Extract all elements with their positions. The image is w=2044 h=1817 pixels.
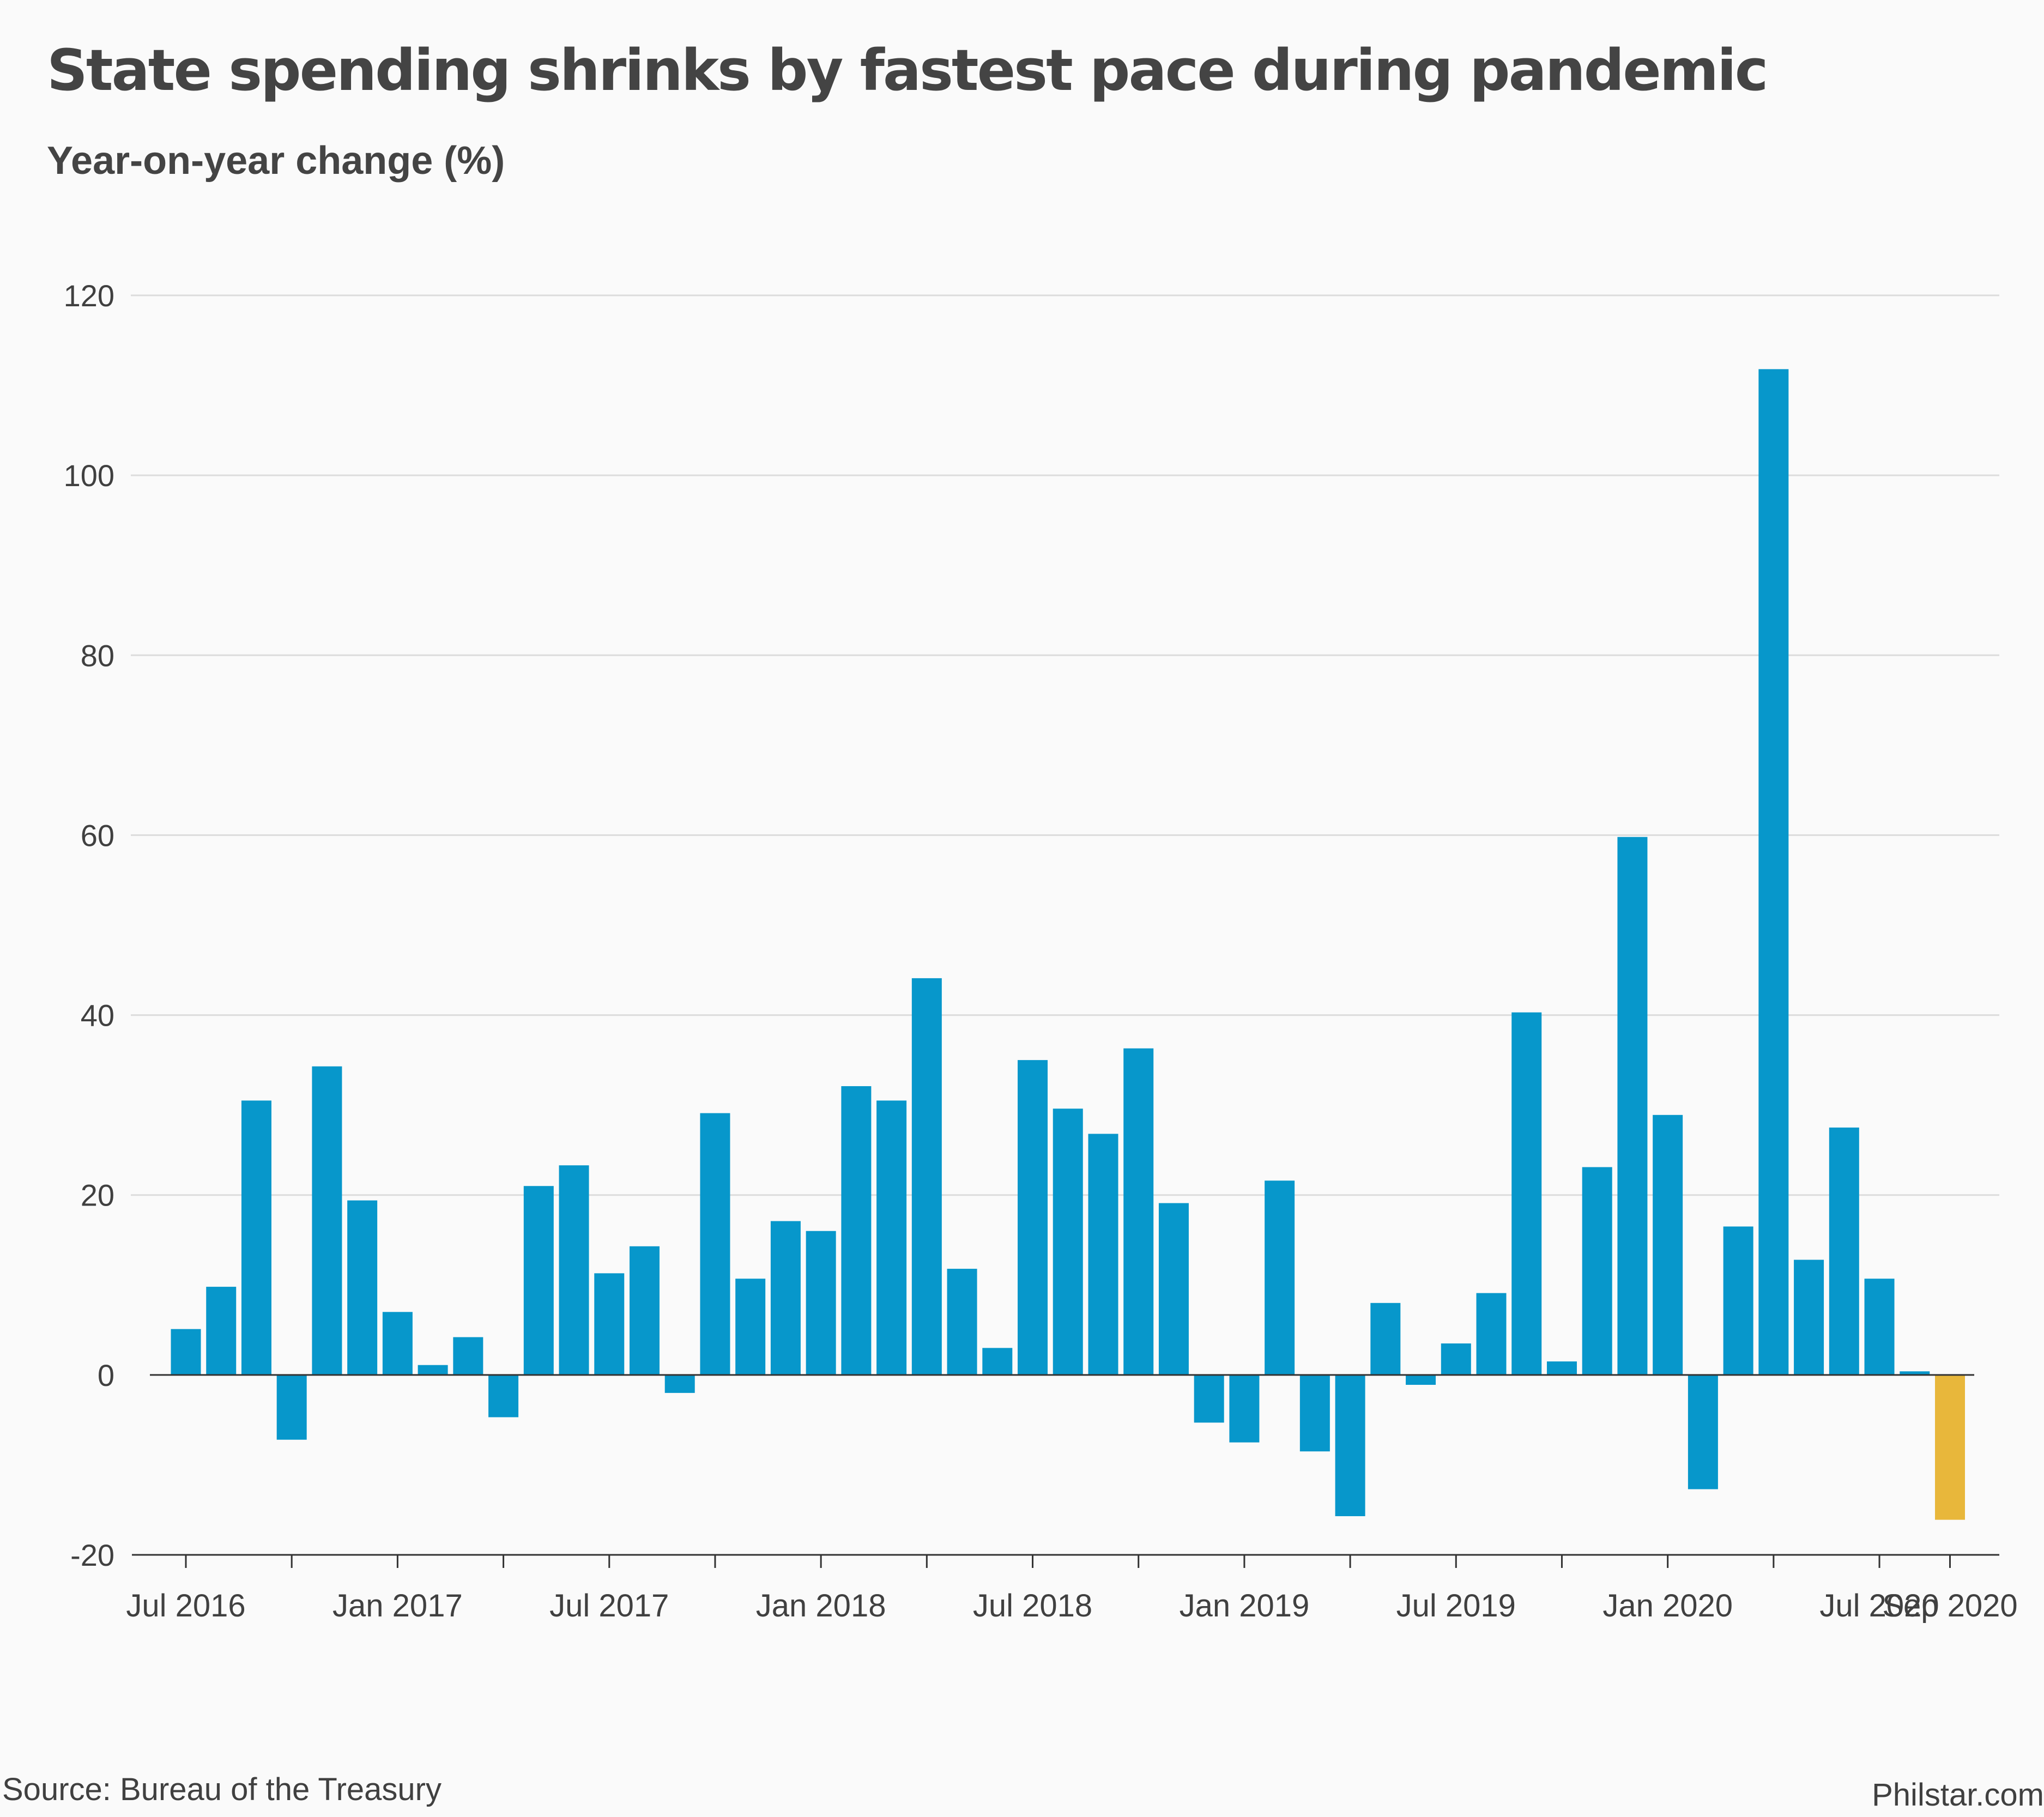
bar [1158,1203,1189,1375]
x-tick-label: Jul 2019 [1396,1588,1516,1624]
bars [171,369,1965,1520]
y-axis-labels: -20 0 20 40 60 80 100 120 [64,278,114,1572]
bar [1018,1060,1048,1375]
bar [1935,1374,1965,1520]
bar [841,1086,872,1375]
bar [982,1348,1013,1375]
bar [1299,1374,1330,1452]
y-tick-label: 80 [81,638,114,673]
x-tick-label: Sep 2020 [1882,1588,2017,1624]
bar [629,1246,660,1375]
x-axis [132,1374,1999,1568]
source-note: Source: Bureau of the Treasury [2,1772,442,1807]
bar [453,1337,483,1375]
y-tick-label: 0 [98,1358,114,1392]
bar [418,1365,448,1375]
bar [876,1100,907,1375]
bar [1053,1109,1083,1375]
bar [1335,1374,1365,1517]
bar [1546,1361,1577,1375]
chart-title: State spending shrinks by fastest pace d… [47,37,1768,104]
bar [559,1165,589,1375]
credit-note: Philstar.com [1872,1777,2044,1813]
y-tick-label: 100 [64,458,114,493]
bar [1088,1134,1118,1375]
bar [241,1100,271,1375]
bar [1123,1048,1154,1375]
bar [523,1186,554,1375]
bar [1864,1279,1895,1375]
x-tick-label: Jul 2020 [1819,1588,1939,1624]
bar [206,1287,237,1375]
x-axis-labels: Jul 2016 Jan 2017 Jul 2017 Jan 2018 Jul 2018… [126,1588,2017,1624]
x-tick-label: Jul 2017 [549,1588,669,1624]
bar [1370,1303,1401,1375]
x-tick-label: Jul 2016 [126,1588,245,1624]
bar [1829,1127,1859,1375]
bar [1794,1259,1824,1375]
y-tick-label: 20 [81,1178,114,1213]
bar [171,1329,201,1375]
bar [911,978,942,1375]
bar [806,1231,836,1375]
bar [947,1269,977,1375]
bar [276,1374,307,1440]
x-tick-label: Jan 2017 [332,1588,463,1624]
bar [488,1374,519,1418]
y-tick-label: 60 [81,818,114,852]
bar [1194,1374,1224,1423]
x-tick-label: Jan 2020 [1602,1588,1733,1624]
bar [594,1273,625,1375]
bar [382,1312,413,1375]
gridlines [131,294,1999,1196]
x-tick-label: Jul 2018 [973,1588,1092,1624]
y-tick-label: 120 [64,278,114,313]
chart-subtitle: Year-on-year change (%) [47,139,505,183]
y-tick-label: 40 [81,998,114,1033]
bar [700,1113,730,1375]
bar [1900,1371,1930,1375]
bar [1758,369,1789,1375]
bar [1441,1343,1471,1375]
bar [1476,1293,1507,1375]
bar [664,1374,695,1393]
bar [1582,1167,1612,1375]
bar [1406,1374,1436,1385]
bar [1653,1115,1683,1375]
x-tick-label: Jan 2018 [756,1588,886,1624]
x-tick-label: Jan 2019 [1180,1588,1310,1624]
bar [1688,1374,1718,1489]
bar [347,1200,378,1375]
bar [1229,1374,1260,1443]
bar [770,1221,801,1375]
bar [735,1279,766,1375]
y-tick-label: -20 [70,1538,114,1572]
bar [1265,1180,1295,1375]
bar [312,1066,342,1375]
bar [1617,837,1648,1375]
bar [1511,1012,1542,1375]
bar [1723,1226,1753,1375]
